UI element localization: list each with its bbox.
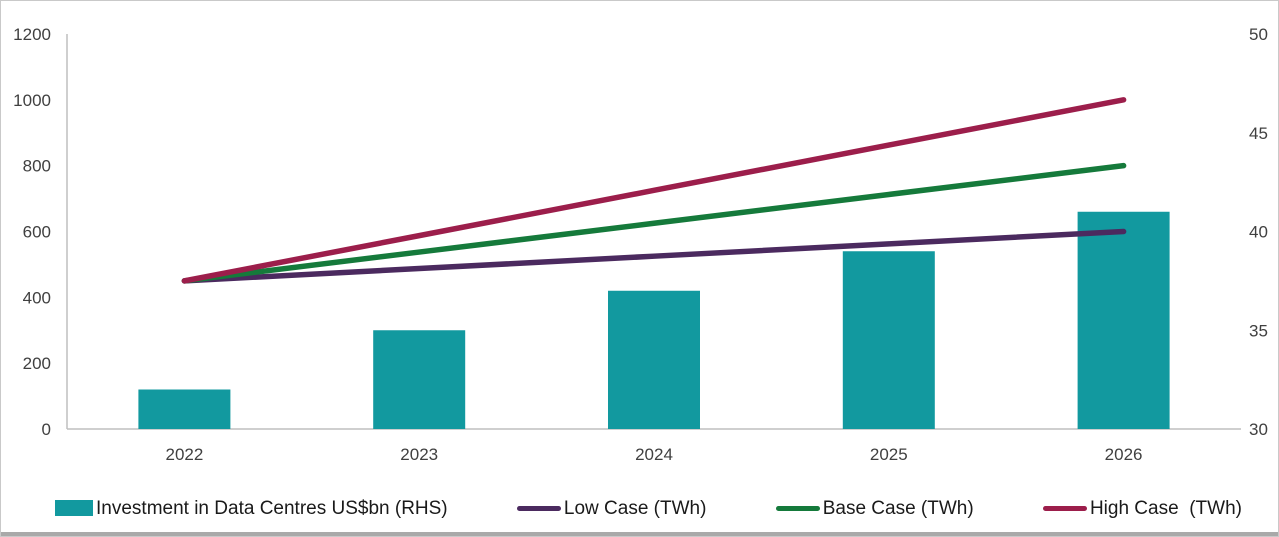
left-axis-tick-label: 1200 bbox=[13, 25, 51, 44]
legend-item-investment: Investment in Data Centres US$bn (RHS) bbox=[55, 499, 448, 518]
legend-item-low-case: Low Case (TWh) bbox=[516, 497, 707, 519]
line-high-case-twh bbox=[181, 97, 1127, 284]
left-axis-tick-label: 400 bbox=[23, 288, 51, 307]
right-axis-tick-label: 35 bbox=[1249, 321, 1268, 340]
investment-bar-2024 bbox=[608, 290, 700, 429]
right-axis-tick-label: 50 bbox=[1249, 25, 1268, 44]
x-axis-label-2024: 2024 bbox=[635, 445, 673, 464]
legend-item-high-case: High Case (TWh) bbox=[1042, 497, 1242, 519]
right-axis-tick-label: 45 bbox=[1249, 124, 1268, 143]
legend-label-base-case: Base Case (TWh) bbox=[822, 497, 974, 519]
right-axis-tick-label: 40 bbox=[1249, 223, 1268, 242]
left-axis-tick-label: 600 bbox=[23, 223, 51, 242]
low-case-legend-swatch bbox=[516, 505, 561, 511]
x-axis-label-2025: 2025 bbox=[870, 445, 908, 464]
legend-label-low-case: Low Case (TWh) bbox=[563, 497, 707, 519]
legend-label-high-case: High Case (TWh) bbox=[1089, 497, 1242, 519]
x-axis-label-2026: 2026 bbox=[1105, 445, 1143, 464]
chart-legend: Investment in Data Centres US$bn (RHS) L… bbox=[1, 492, 1278, 524]
bar-series-legend-swatch bbox=[55, 500, 93, 516]
high-case-legend-swatch bbox=[1042, 505, 1087, 511]
line-base-case-twh bbox=[181, 162, 1127, 284]
left-axis-tick-label: 200 bbox=[23, 354, 51, 373]
investment-bar-2026 bbox=[1077, 211, 1170, 429]
x-axis-label-2023: 2023 bbox=[400, 445, 438, 464]
investment-bar-2022 bbox=[138, 389, 231, 429]
investment-bar-2023 bbox=[373, 330, 466, 429]
left-axis-tick-label: 0 bbox=[42, 420, 51, 439]
line-low-case-twh bbox=[181, 228, 1127, 284]
base-case-legend-swatch bbox=[775, 505, 820, 511]
legend-label-investment: Investment in Data Centres US$bn (RHS) bbox=[96, 497, 448, 519]
left-axis-tick-label: 800 bbox=[23, 157, 51, 176]
legend-item-base-case: Base Case (TWh) bbox=[775, 497, 974, 519]
right-axis-tick-label: 30 bbox=[1249, 420, 1268, 439]
window-bottom-edge bbox=[1, 532, 1278, 536]
left-axis-tick-label: 1000 bbox=[13, 91, 51, 110]
x-axis-label-2022: 2022 bbox=[165, 445, 203, 464]
combo-chart-plot: 0 200 400 600 800 1000 1200 30 35 40 45 50 2022 2023 2… bbox=[13, 25, 1268, 464]
investment-bar-2025 bbox=[842, 251, 935, 429]
